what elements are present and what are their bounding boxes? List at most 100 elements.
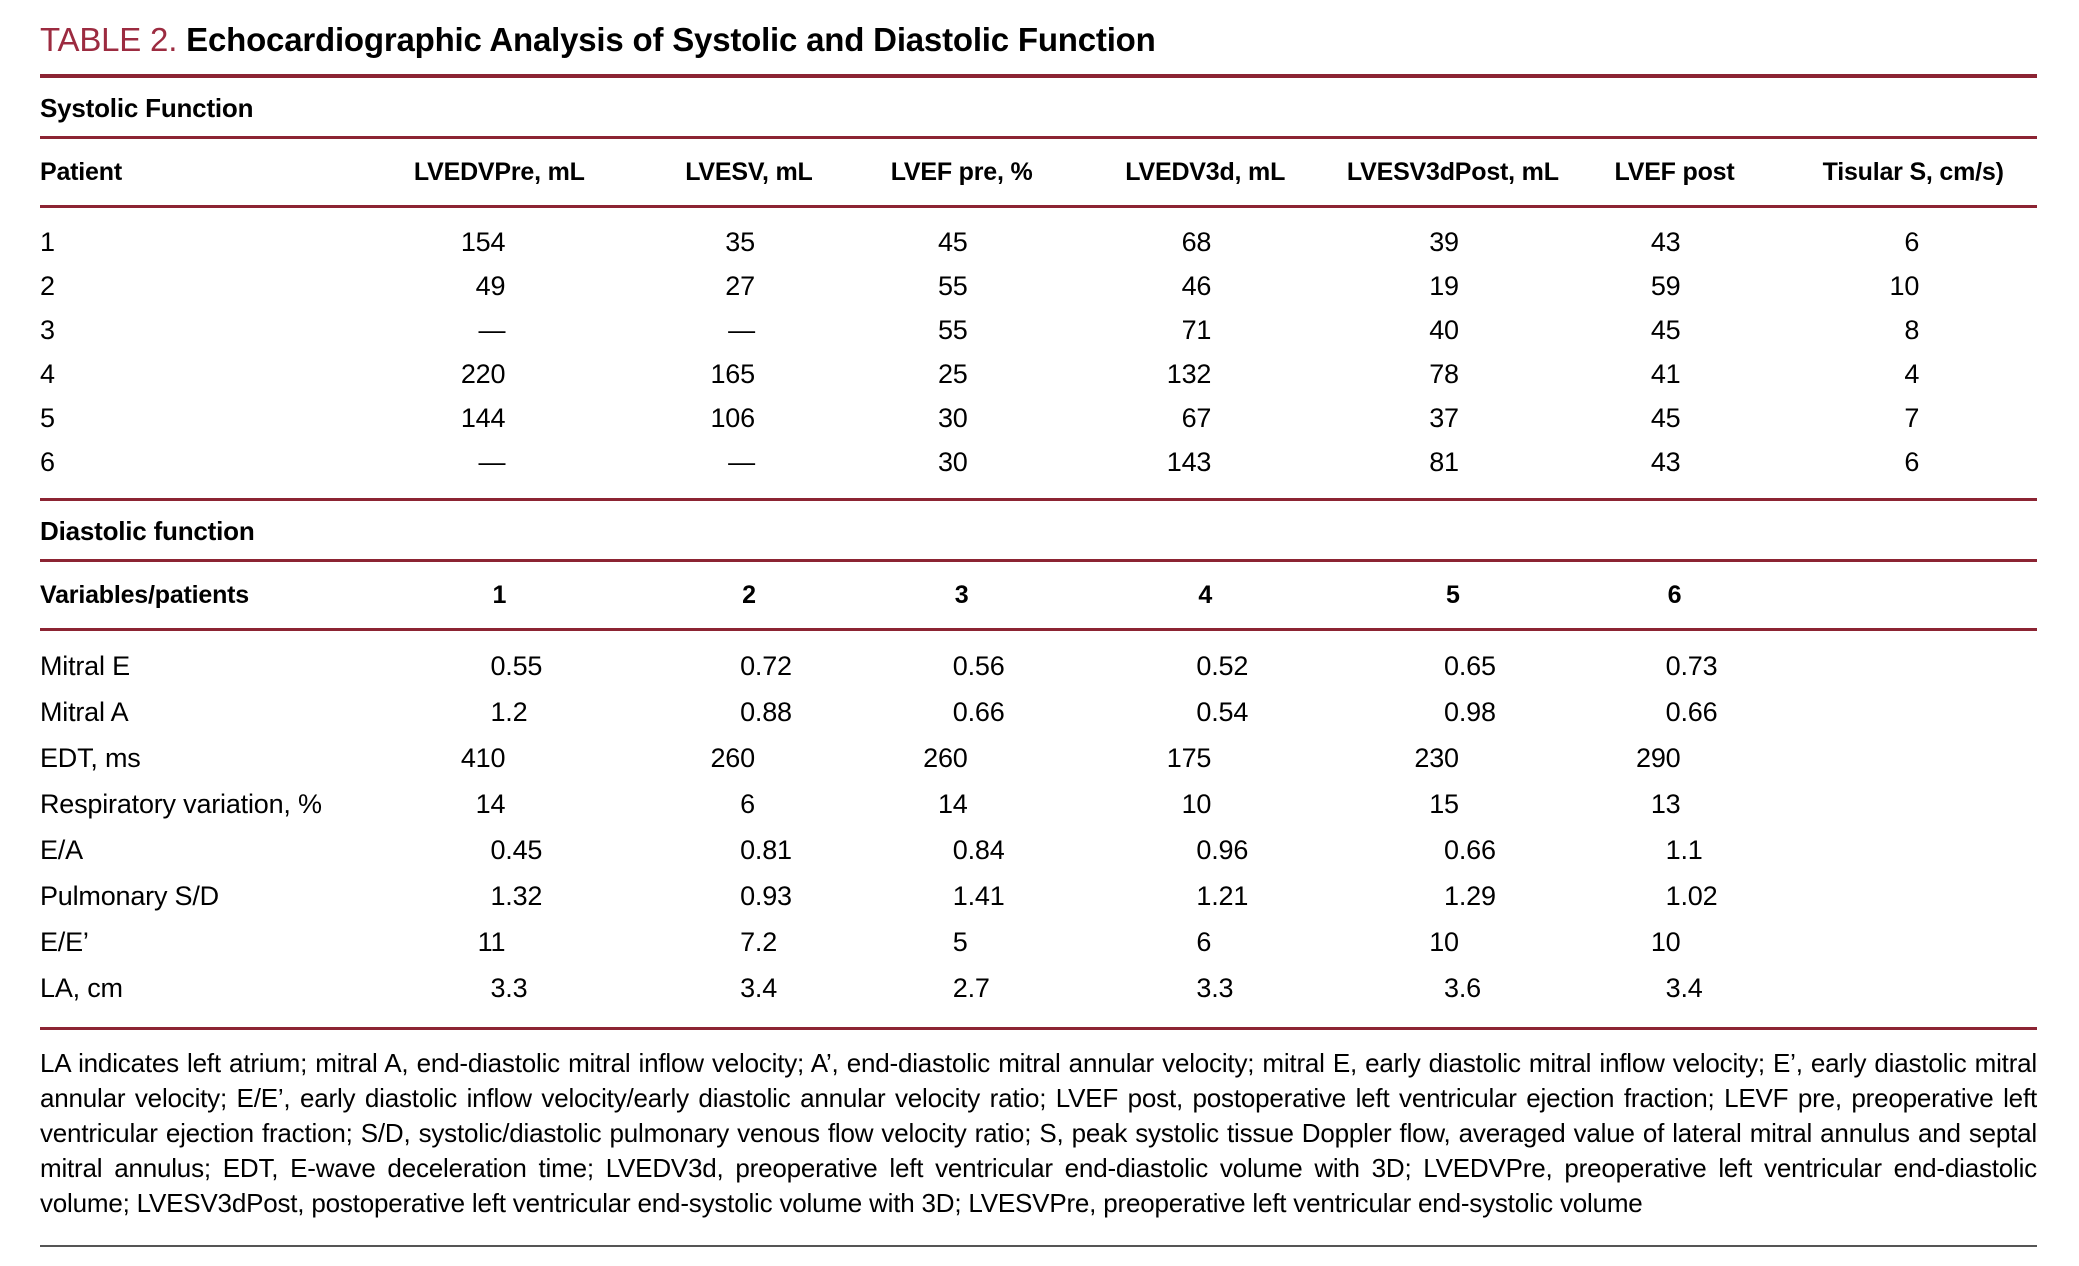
header-row: Patient LVEDVPre, mL LVESV, mL LVEF pre,… bbox=[40, 137, 2037, 208]
column-header-empty bbox=[1789, 560, 2037, 631]
cell-value: 6 bbox=[1904, 226, 1920, 257]
cell-value: 41 bbox=[1650, 358, 1681, 389]
cell-value bbox=[1789, 827, 2037, 873]
cell-value: 19 bbox=[1429, 270, 1459, 301]
cell-value: 81 bbox=[1429, 446, 1459, 477]
cell-value: 3.4 bbox=[1665, 972, 1703, 1003]
cell-value: 1.29 bbox=[1444, 880, 1496, 911]
cell-value: 25 bbox=[937, 358, 968, 389]
table-title: TABLE 2. Echocardiographic Analysis of S… bbox=[40, 20, 2037, 60]
cell-value: 10 bbox=[1181, 788, 1212, 819]
cell-value: 3.4 bbox=[740, 972, 778, 1003]
cell-value: 49 bbox=[475, 270, 506, 301]
cell-value bbox=[1789, 781, 2037, 827]
row-label: 3 bbox=[40, 314, 55, 345]
cell-value: 6 bbox=[1904, 446, 1920, 477]
cell-value: — bbox=[728, 446, 755, 477]
cell-value: 45 bbox=[1650, 314, 1681, 345]
row-label: EDT, ms bbox=[40, 742, 141, 773]
column-header-patient-6: 6 bbox=[1559, 560, 1790, 631]
column-header-patient-5: 5 bbox=[1346, 560, 1560, 631]
cell-value: 220 bbox=[460, 358, 506, 389]
cell-value: 143 bbox=[1166, 446, 1212, 477]
column-header-patient-4: 4 bbox=[1064, 560, 1346, 631]
cell-value: 67 bbox=[1181, 402, 1212, 433]
cell-value: 410 bbox=[460, 742, 506, 773]
cell-value: 260 bbox=[923, 742, 968, 773]
cell-value: 0.54 bbox=[1196, 696, 1249, 727]
cell-value: 0.81 bbox=[740, 834, 792, 865]
systolic-table-body: 1 154 35 45 68 39 43 6 2 49 27 55 46 19 59 10 3— —55 71 40 4… bbox=[40, 207, 2037, 500]
cell-value: 144 bbox=[460, 402, 506, 433]
cell-value: — bbox=[478, 446, 506, 477]
cell-value: 3.3 bbox=[490, 972, 528, 1003]
cell-value: 11 bbox=[477, 926, 506, 957]
column-header-patient: Patient bbox=[40, 137, 360, 208]
cell-value: 0.88 bbox=[740, 696, 792, 727]
cell-value: 1.41 bbox=[952, 880, 1005, 911]
row-label: 1 bbox=[40, 226, 55, 257]
footnote: LA indicates left atrium; mitral A, end-… bbox=[40, 1048, 2037, 1218]
cell-value: 0.73 bbox=[1665, 650, 1718, 681]
cell-value: 260 bbox=[710, 742, 755, 773]
cell-value: 2.7 bbox=[952, 972, 990, 1003]
table-row: EDT, ms 410 260 260 175 230 290 bbox=[40, 735, 2037, 781]
column-header-lvesv3dpost: LVESV3dPost, mL bbox=[1346, 137, 1560, 208]
table-row: 5 144 106 30 67 37 45 7 bbox=[40, 396, 2037, 440]
row-label: 6 bbox=[40, 446, 55, 477]
cell-value: 27 bbox=[725, 270, 755, 301]
cell-value: 10 bbox=[1429, 926, 1459, 957]
row-label: Pulmonary S/D bbox=[40, 880, 219, 911]
cell-value: — bbox=[478, 314, 506, 345]
cell-value: 0.55 bbox=[490, 650, 543, 681]
cell-value: 0.93 bbox=[740, 880, 792, 911]
cell-value: 78 bbox=[1429, 358, 1459, 389]
cell-value: 15 bbox=[1429, 788, 1459, 819]
cell-value: 45 bbox=[1650, 402, 1681, 433]
cell-value: 0.84 bbox=[952, 834, 1005, 865]
cell-value: 7.2 bbox=[740, 926, 778, 957]
cell-value: 0.66 bbox=[1665, 696, 1718, 727]
cell-value: 43 bbox=[1650, 446, 1681, 477]
cell-value: 6 bbox=[1196, 926, 1212, 957]
table-row: 4 220 165 25 132 78 41 4 bbox=[40, 352, 2037, 396]
cell-value: 13 bbox=[1650, 788, 1681, 819]
column-header-lvef-post: LVEF post bbox=[1559, 137, 1790, 208]
cell-value bbox=[1789, 919, 2037, 965]
cell-value: 7 bbox=[1904, 402, 1920, 433]
column-header-patient-3: 3 bbox=[858, 560, 1065, 631]
cell-value: 8 bbox=[1904, 314, 1920, 345]
cell-value bbox=[1789, 689, 2037, 735]
cell-value: 132 bbox=[1166, 358, 1212, 389]
cell-value: 37 bbox=[1429, 402, 1459, 433]
cell-value: 290 bbox=[1636, 742, 1681, 773]
table-row: Respiratory variation, % 14 6 14 10 15 13 bbox=[40, 781, 2037, 827]
section-title-systolic: Systolic Function bbox=[40, 93, 254, 123]
cell-value: 10 bbox=[1650, 926, 1681, 957]
cell-value: 106 bbox=[710, 402, 755, 433]
column-header-variables-patients: Variables/patients bbox=[40, 560, 360, 631]
column-header-tisular-s: Tisular S, cm/s) bbox=[1789, 137, 2037, 208]
row-label: 5 bbox=[40, 402, 55, 433]
row-label: LA, cm bbox=[40, 972, 123, 1003]
cell-value bbox=[1789, 873, 2037, 919]
cell-value: 59 bbox=[1650, 270, 1681, 301]
column-header-patient-2: 2 bbox=[639, 560, 859, 631]
cell-value: 40 bbox=[1429, 314, 1459, 345]
cell-value: 43 bbox=[1650, 226, 1681, 257]
table-row: 2 49 27 55 46 19 59 10 bbox=[40, 264, 2037, 308]
column-header-lvesv: LVESV, mL bbox=[639, 137, 859, 208]
table-row: LA, cm 3.3 3.4 2.7 3.3 3.6 3.4 bbox=[40, 965, 2037, 1029]
cell-value: 1.02 bbox=[1665, 880, 1718, 911]
cell-value: 0.72 bbox=[740, 650, 792, 681]
row-label: Respiratory variation, % bbox=[40, 788, 322, 819]
header-row: Variables/patients 1 2 3 4 5 6 bbox=[40, 560, 2037, 631]
row-label: Mitral A bbox=[40, 696, 129, 727]
cell-value: 5 bbox=[952, 926, 968, 957]
cell-value: 165 bbox=[710, 358, 755, 389]
cell-value: 3.6 bbox=[1444, 972, 1481, 1003]
table-row: Pulmonary S/D 1.32 0.93 1.41 1.21 1.29 1.02 bbox=[40, 873, 2037, 919]
column-header-patient-1: 1 bbox=[359, 560, 640, 631]
cell-value: — bbox=[728, 314, 755, 345]
